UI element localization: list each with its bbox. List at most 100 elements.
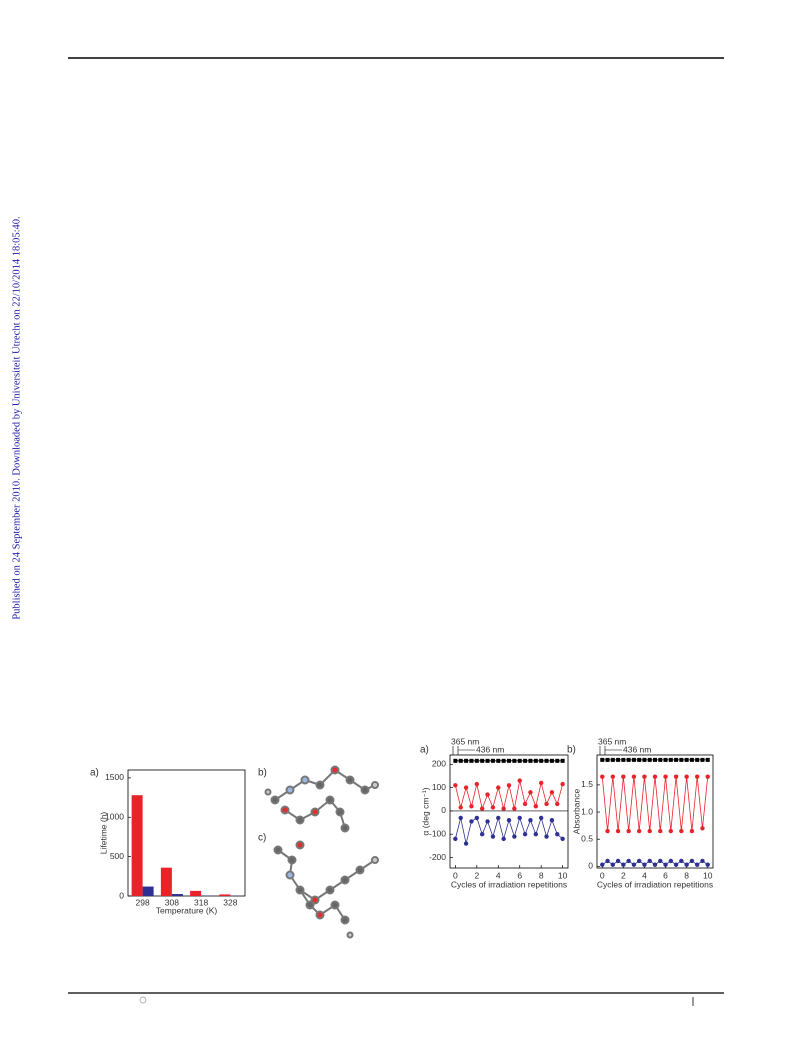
point (485, 758, 490, 763)
point (668, 828, 674, 834)
point (479, 832, 485, 837)
point (673, 862, 679, 867)
x-tick-label: 6 (517, 870, 522, 880)
point (506, 783, 512, 788)
point (522, 801, 528, 807)
point (605, 858, 610, 864)
point (507, 758, 511, 763)
point (453, 836, 458, 842)
point (512, 806, 517, 811)
point (490, 758, 495, 763)
point (631, 774, 637, 779)
point (600, 774, 605, 779)
point (501, 758, 506, 763)
point (463, 785, 469, 790)
point (528, 818, 533, 823)
y-tick-label: -200 (429, 852, 446, 862)
annotation: 436 nm (623, 744, 651, 754)
point (485, 819, 490, 824)
y-axis-label: Absorbance (571, 789, 581, 835)
y-tick-label: 200 (432, 759, 446, 769)
molecule-b (264, 765, 379, 833)
x-tick-label: 318 (194, 897, 208, 907)
point (689, 757, 694, 762)
point (528, 758, 533, 763)
point (689, 858, 695, 864)
x-tick-label: 2 (621, 870, 626, 880)
plot-frame (449, 754, 569, 869)
point (658, 757, 663, 762)
point (523, 758, 528, 763)
bar (171, 894, 183, 896)
point (555, 801, 560, 807)
annotation: 436 nm (476, 744, 504, 754)
point (517, 778, 522, 783)
point (684, 774, 689, 779)
y-tick-label: 1000 (105, 812, 124, 822)
point (560, 781, 565, 787)
x-tick-label: 8 (539, 870, 544, 880)
y-tick-label: 1500 (105, 772, 124, 782)
point (512, 758, 517, 763)
point (605, 828, 610, 834)
point (705, 862, 710, 867)
y-axis-label: Lifetime (h) (98, 812, 108, 855)
point (544, 834, 549, 839)
point (544, 758, 549, 763)
point (501, 836, 506, 842)
bar (142, 886, 154, 896)
plot-frame (127, 769, 246, 897)
point (642, 757, 647, 762)
point (626, 828, 631, 834)
point (458, 815, 463, 821)
point (549, 790, 555, 795)
point (533, 758, 538, 763)
x-tick-label: 4 (642, 870, 647, 880)
point (673, 774, 679, 779)
point (637, 757, 642, 762)
point (684, 862, 689, 867)
footer-icon (139, 996, 147, 1004)
point (501, 806, 506, 811)
point (700, 826, 705, 831)
point (694, 774, 700, 779)
point (610, 774, 616, 779)
point (636, 858, 642, 864)
y-tick-label: 100 (432, 782, 446, 792)
point (533, 804, 539, 809)
point (626, 757, 631, 762)
point (700, 757, 705, 762)
point (621, 862, 626, 867)
point (694, 862, 700, 867)
point (626, 858, 631, 864)
point (689, 828, 695, 834)
point (539, 758, 544, 763)
point (464, 758, 469, 763)
point (610, 757, 615, 762)
point (469, 758, 474, 763)
x-tick-label: 0 (600, 870, 605, 880)
point (674, 757, 679, 762)
panel-label: a) (420, 745, 429, 756)
point (549, 758, 554, 763)
point (705, 774, 710, 779)
point (528, 790, 533, 795)
point (631, 757, 636, 762)
bar (160, 867, 172, 896)
annotation: 365 nm (451, 736, 479, 746)
point (616, 757, 621, 762)
point (636, 828, 642, 834)
point (474, 758, 479, 763)
point (663, 757, 668, 762)
point (560, 758, 565, 763)
panel-label: b) (258, 768, 267, 779)
point (544, 801, 549, 807)
point (538, 815, 544, 821)
point (469, 804, 474, 809)
point (652, 774, 658, 779)
panel-label: b) (567, 745, 576, 756)
point (485, 792, 490, 797)
panel-label: a) (90, 768, 99, 779)
point (549, 818, 555, 823)
